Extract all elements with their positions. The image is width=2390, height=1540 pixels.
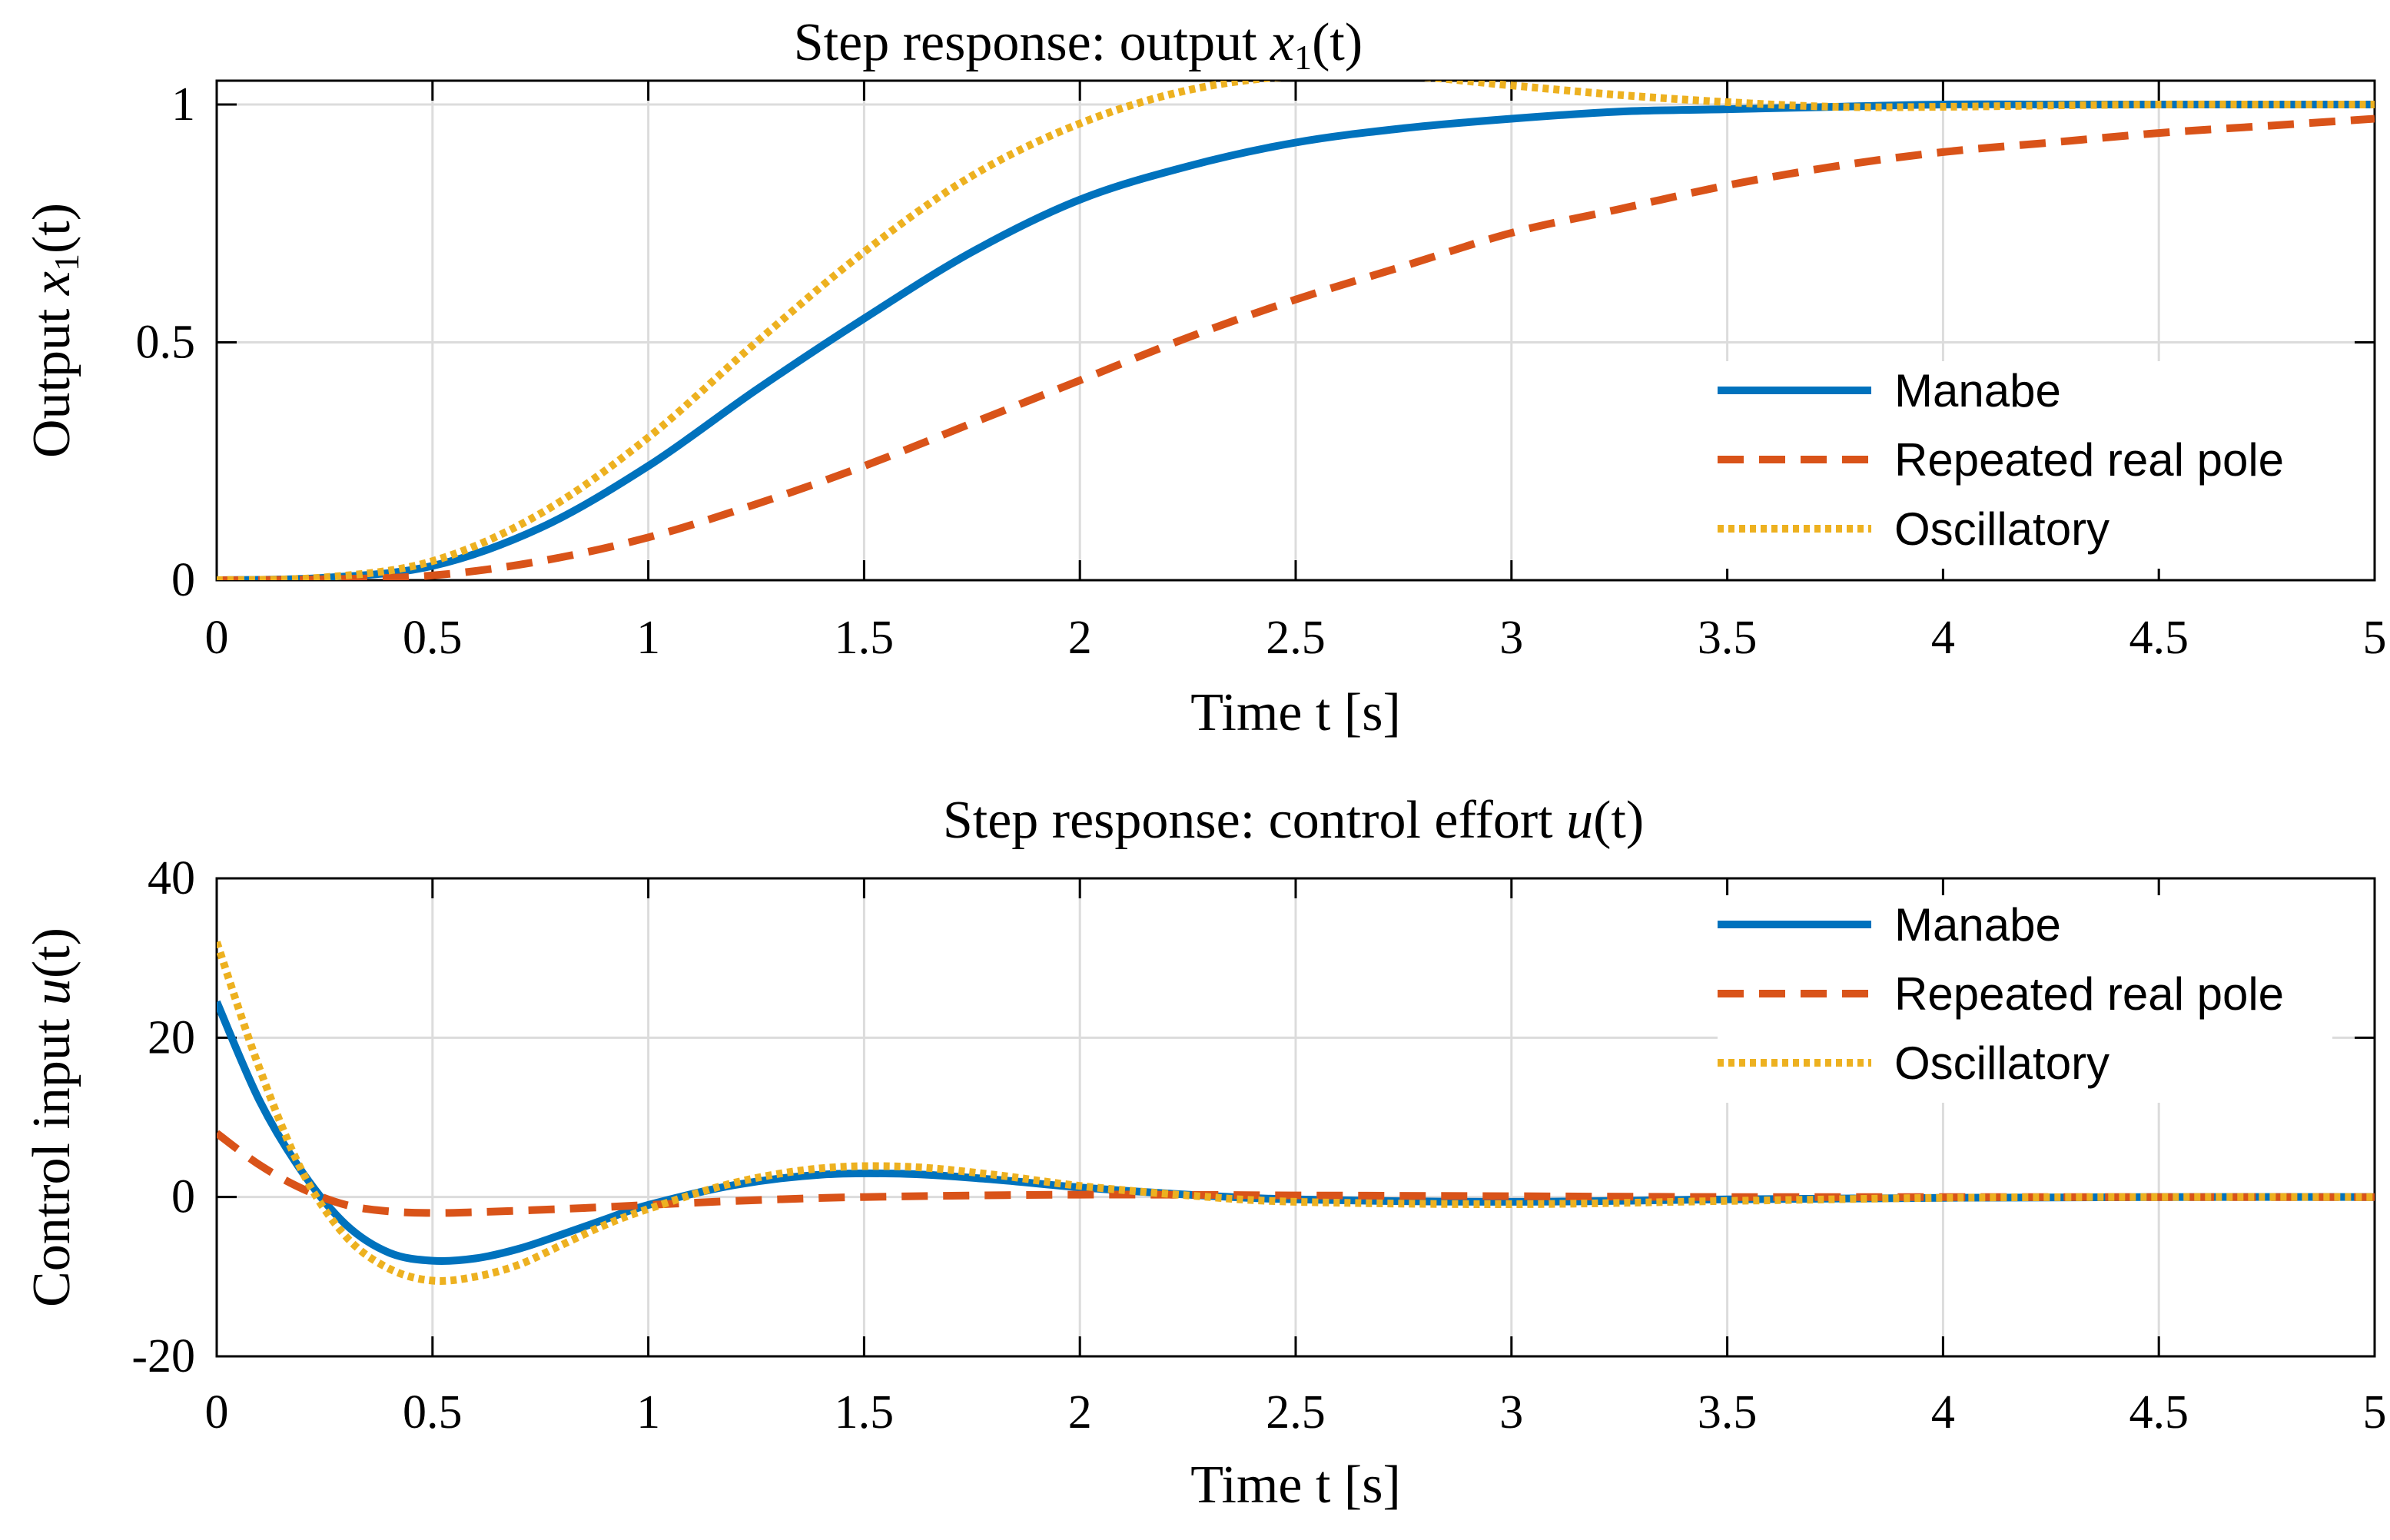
x-tick-label: 5 <box>2363 1386 2387 1439</box>
series-line-repeated-real-pole <box>217 1130 2375 1217</box>
x-axis-label: Time t [s] <box>1190 1455 1401 1515</box>
panel-output: Step response: output x1(t) 0 0.5 1 1.5 2 2.5… <box>22 13 2387 742</box>
x-tick-label: 3 <box>1499 612 1523 664</box>
y-tick-label: 40 <box>148 852 195 904</box>
x-tick-label: 0 <box>205 1386 229 1439</box>
series-line-oscillatory <box>217 941 2375 1285</box>
y-tick-label: -20 <box>131 1330 195 1382</box>
y-tick-labels: 00.51 <box>136 78 196 606</box>
x-tick-label: 1.5 <box>835 612 895 664</box>
y-axis-label: Output x1(t) <box>22 203 86 458</box>
x-tick-label: 0.5 <box>403 612 463 664</box>
x-tick-label: 1 <box>636 612 660 664</box>
x-tick-label: 4 <box>1931 612 1955 664</box>
x-tick-label: 2.5 <box>1266 1386 1326 1439</box>
x-tick-label: 3 <box>1499 1386 1523 1439</box>
y-tick-label: 0.5 <box>136 316 196 368</box>
x-tick-label: 4.5 <box>2129 612 2189 664</box>
x-tick-label: 1.5 <box>835 1386 895 1439</box>
series-group <box>217 81 2375 580</box>
x-tick-label: 5 <box>2363 612 2387 664</box>
legend-entry: Manabe <box>1894 365 2061 417</box>
x-tick-label: 0 <box>205 612 229 664</box>
chart-title: Step response: control effort u(t) <box>943 791 1644 850</box>
x-tick-label: 1 <box>636 1386 660 1439</box>
legend: Manabe Repeated real pole Oscillatory <box>1718 895 2332 1103</box>
y-axis-label: Control input u(t) <box>22 928 81 1307</box>
y-tick-label: 0 <box>171 554 195 606</box>
x-tick-label: 4 <box>1931 1386 1955 1439</box>
legend-entry: Oscillatory <box>1894 1037 2110 1089</box>
legend-background <box>1718 361 2332 569</box>
chart-title: Step response: output x1(t) <box>794 13 1363 77</box>
legend: Manabe Repeated real pole Oscillatory <box>1718 361 2332 569</box>
legend-entry: Manabe <box>1894 899 2061 951</box>
x-tick-label: 2 <box>1068 1386 1092 1439</box>
y-tick-label: 0 <box>171 1171 195 1223</box>
x-tick-label: 2.5 <box>1266 612 1326 664</box>
legend-entry: Oscillatory <box>1894 503 2110 555</box>
x-tick-label: 2 <box>1068 612 1092 664</box>
legend-entry: Repeated real pole <box>1894 968 2284 1020</box>
x-tick-label: 0.5 <box>403 1386 463 1439</box>
legend-entry: Repeated real pole <box>1894 434 2284 486</box>
x-tick-labels: 0 0.5 1 1.5 2 2.5 3 3.5 4 4.5 5 <box>205 612 2387 664</box>
y-tick-labels: -20 0 20 40 <box>131 852 195 1382</box>
y-tick-label: 20 <box>148 1011 195 1064</box>
x-tick-label: 3.5 <box>1698 612 1758 664</box>
panel-control: Step response: control effort u(t) 0 0.5 1… <box>22 791 2387 1515</box>
series-group <box>217 941 2375 1285</box>
x-tick-label: 4.5 <box>2129 1386 2189 1439</box>
x-axis-label: Time t [s] <box>1190 683 1401 742</box>
x-tick-label: 3.5 <box>1698 1386 1758 1439</box>
y-tick-label: 1 <box>171 78 195 131</box>
x-tick-labels: 0 0.5 1 1.5 2 2.5 3 3.5 4 4.5 5 <box>205 1386 2387 1439</box>
legend-background <box>1718 895 2332 1103</box>
